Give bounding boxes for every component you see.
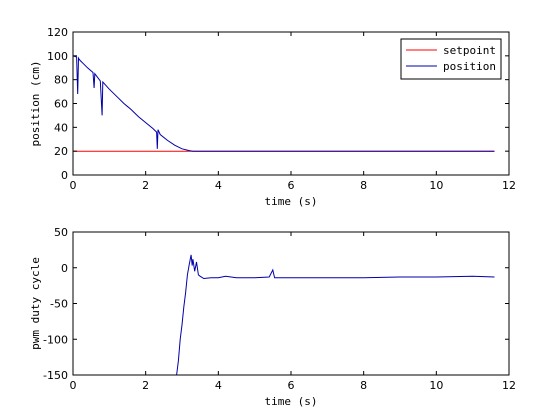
- x-tick-label: 0: [70, 379, 77, 392]
- x-tick-label: 2: [142, 379, 149, 392]
- y-tick-label: 100: [47, 50, 68, 63]
- y-tick-label: -150: [43, 369, 68, 382]
- x-tick-label: 8: [360, 179, 367, 192]
- y-tick-label: -100: [43, 333, 68, 346]
- x-tick-label: 10: [429, 379, 443, 392]
- y-tick-label: 20: [54, 145, 68, 158]
- x-tick-label: 12: [502, 379, 516, 392]
- y-axis-label: pwm duty cycle: [29, 257, 42, 350]
- y-tick-label: 40: [54, 121, 68, 134]
- y-tick-label: 60: [54, 98, 68, 111]
- x-tick-label: 2: [142, 179, 149, 192]
- x-tick-label: 8: [360, 379, 367, 392]
- y-tick-label: -50: [50, 298, 68, 311]
- x-tick-label: 4: [215, 179, 222, 192]
- x-axis-label: time (s): [265, 195, 318, 208]
- x-tick-label: 0: [70, 179, 77, 192]
- x-tick-label: 6: [288, 179, 295, 192]
- y-axis-label: position (cm): [29, 60, 42, 146]
- series-line-series-0: [176, 254, 495, 375]
- pwm-axes: 0 2 4 6 8 10 12 -150 -100 -50 0 50 time (s) pwm duty …: [29, 226, 516, 408]
- y-tick-label: 50: [54, 226, 68, 239]
- plot-area: [73, 232, 509, 375]
- x-tick-label: 6: [288, 379, 295, 392]
- legend-box: [400, 38, 502, 80]
- y-tick-label: 80: [54, 74, 68, 87]
- y-tick-label: 120: [47, 26, 68, 39]
- legend-label-position: position: [443, 60, 496, 73]
- y-tick-label: 0: [61, 262, 68, 275]
- legend: setpoint position: [400, 38, 502, 80]
- series-line-position: [73, 55, 495, 152]
- x-axis-label: time (s): [265, 395, 318, 408]
- x-tick-label: 4: [215, 379, 222, 392]
- x-tick-label: 10: [429, 179, 443, 192]
- x-tick-label: 12: [502, 179, 516, 192]
- y-tick-label: 0: [61, 169, 68, 182]
- legend-label-setpoint: setpoint: [443, 44, 496, 57]
